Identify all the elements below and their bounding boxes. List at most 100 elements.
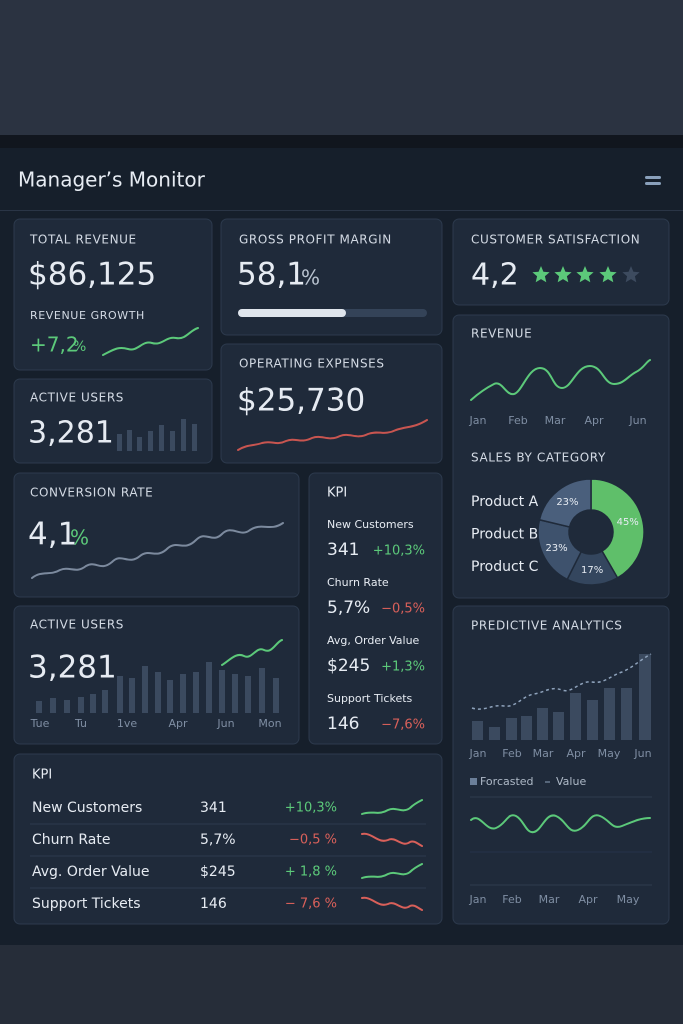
metric: 58,1 [237,257,306,293]
axis-label: Jun [633,747,651,760]
metric: 4,1 [28,517,77,553]
star [599,266,617,283]
bar [129,678,135,713]
axis-label: Tu [74,717,87,730]
card [13,218,213,371]
top-band [0,0,683,135]
metric-unit: % [301,266,320,290]
axis-label: May [617,893,640,906]
kpi-label: New Customers [327,518,414,531]
metric: 4,2 [471,258,519,293]
bar [521,716,532,740]
row-label: Support Tickets [32,896,141,912]
row-change: + 1,8 % [285,865,337,880]
bar [142,666,148,713]
frame [0,135,683,148]
bar [245,676,251,713]
stars [532,266,640,283]
row-label: Churn Rate [32,832,110,848]
bar [639,654,651,740]
axis-label: Mon [258,717,281,730]
card-title: ACTIVE USERS [30,391,124,405]
kpi-value: 146 [327,714,359,734]
row-value: $245 [200,864,236,880]
sparkline [102,327,199,356]
bar [181,419,186,451]
row-label: Avg. Order Value [32,864,150,880]
axis-label: Mar [533,747,554,760]
sparkline [361,896,423,911]
legend-label: Product B [471,527,538,543]
metric: 3,281 [28,416,114,451]
bar [219,670,225,713]
star [554,266,572,283]
bar [604,688,615,740]
metric: $86,125 [28,257,156,293]
card-title: SALES BY CATEGORY [471,451,606,465]
sparkline [361,832,423,847]
axis-label: Apr [168,717,188,730]
card-title: OPERATING EXPENSES [239,357,385,371]
legend-label: Forcasted [480,775,534,788]
kpi-change: +10,3% [373,544,425,559]
sparkline [31,522,284,579]
sparkline [361,799,423,815]
sparkline [470,359,651,401]
donut-slice [538,478,592,528]
kpi-label: Avg, Order Value [327,634,420,647]
bar [193,672,199,713]
metric: $25,730 [237,383,365,419]
bar [206,662,212,713]
axis-label: Jan [469,747,487,760]
bar [537,708,548,740]
bars [36,662,279,713]
bar [102,690,108,713]
card-title: GROSS PROFIT MARGIN [239,233,392,247]
bar [167,680,173,713]
card-title: REVENUE [471,327,532,341]
star [576,266,594,283]
axis-label: Feb [508,414,527,427]
bar [117,676,123,713]
sub-title: REVENUE GROWTH [30,309,145,322]
axis: Jan Feb Mar Apr May Jun [469,747,652,760]
bar [259,668,265,713]
card [308,472,443,745]
row-value: 5,7% [200,832,236,848]
card [452,605,670,925]
sparkline [361,863,423,879]
row-change: −0,5 % [289,833,337,848]
axis-label: Apr [584,414,604,427]
card [452,218,670,306]
bar [127,430,132,451]
bar [36,701,42,713]
card [13,753,443,925]
bar [506,718,517,740]
axis-label: Feb [502,893,521,906]
forecast-line [471,653,652,710]
bars [472,654,651,740]
axis: Jan Feb Mar Apr Jun [469,414,647,427]
axis: Tue Tu 1ve Apr Jun Mon [30,717,282,730]
donut: 45% 17% 23% 23% [537,478,645,586]
kpi-table: New Customers 341 +10,3% Churn Rate 5,7% −0,5… [30,799,426,912]
axis-label: Jan [469,893,487,906]
sparkline [237,419,428,451]
card-title: KPI [327,486,347,501]
menu-icon[interactable] [645,176,661,185]
axis-label: Apr [578,893,598,906]
kpi-value: $245 [327,656,370,676]
menu-line [645,176,661,179]
growth: +7,2 [30,333,79,357]
slice-label: 45% [617,517,639,528]
star [532,266,550,283]
kpi-change: +1,3% [381,660,425,675]
bar [621,688,632,740]
axis-label: Jan [469,414,487,427]
axis-label: May [598,747,621,760]
kpi-label: Support Tickets [327,692,413,705]
bar [232,674,238,713]
axis-label: Apr [566,747,586,760]
bar [180,674,186,713]
